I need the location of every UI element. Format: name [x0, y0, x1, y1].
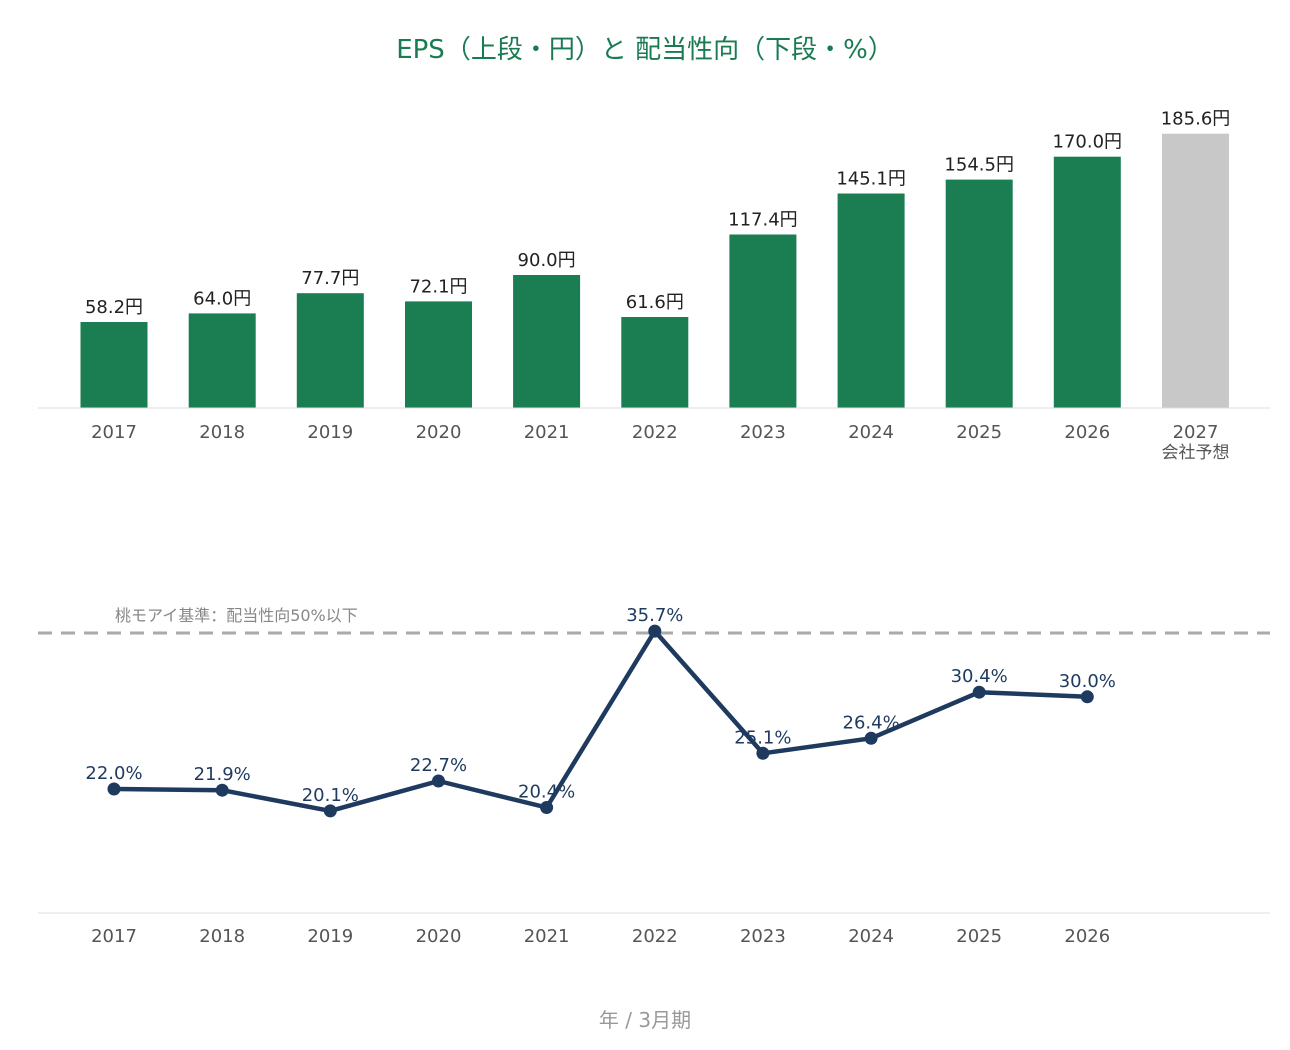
eps-bar-2017 — [80, 322, 148, 408]
eps-bar-2027 — [1162, 133, 1229, 408]
payout-point-2024 — [864, 731, 878, 745]
eps-bar-2018 — [188, 313, 256, 408]
eps-tick-2020: 2020 — [416, 422, 462, 443]
eps-value-label-2021: 90.0円 — [518, 250, 576, 271]
payout-point-2025 — [972, 685, 986, 699]
payout-x-axis: 2017 2018 2019 2020 2021 2022 2023 2024 2025 2026 — [91, 926, 1110, 947]
payout-point-2022 — [648, 624, 662, 638]
eps-tick-2026: 2026 — [1064, 422, 1110, 443]
eps-bar-2021 — [513, 275, 581, 408]
payout-tick-2024: 2024 — [848, 926, 894, 947]
eps-bar-2024 — [837, 193, 905, 408]
eps-bar-2025 — [945, 179, 1013, 408]
eps-value-label-2022: 61.6円 — [626, 292, 684, 313]
eps-bar-2023 — [729, 234, 797, 408]
payout-value-label-2023: 25.1% — [734, 727, 791, 748]
payout-tick-2025: 2025 — [956, 926, 1002, 947]
payout-value-label-2022: 35.7% — [626, 605, 683, 626]
payout-tick-2017: 2017 — [91, 926, 137, 947]
payout-tick-2020: 2020 — [416, 926, 462, 947]
eps-tick-sublabel-2027: 会社予想 — [1162, 443, 1230, 463]
payout-tick-2026: 2026 — [1064, 926, 1110, 947]
eps-tick-2025: 2025 — [956, 422, 1002, 443]
eps-value-label-2019: 77.7円 — [301, 268, 359, 289]
payout-point-2020 — [432, 774, 445, 788]
eps-x-axis: 2017 2018 2019 2020 2021 2022 2023 2024 2025 2026… — [91, 422, 1229, 463]
payout-value-label-2020: 22.7% — [410, 755, 467, 776]
eps-tick-2021: 2021 — [524, 422, 570, 443]
eps-bar-2026 — [1053, 156, 1121, 408]
payout-point-2018 — [215, 783, 229, 797]
eps-tick-2018: 2018 — [199, 422, 245, 443]
payout-value-label-2019: 20.1% — [302, 785, 359, 806]
payout-tick-2023: 2023 — [740, 926, 786, 947]
eps-tick-2024: 2024 — [848, 422, 894, 443]
payout-value-label-2021: 20.4% — [518, 782, 575, 803]
eps-value-label-2026: 170.0円 — [1053, 132, 1123, 153]
payout-series-line — [113, 628, 1088, 814]
payout-point-2026 — [1080, 690, 1094, 704]
chart-title: EPS（上段・円）と 配当性向（下段・%） — [396, 35, 894, 65]
payout-value-label-2025: 30.4% — [951, 666, 1008, 687]
payout-tick-2022: 2022 — [632, 926, 678, 947]
eps-value-label-2023: 117.4円 — [728, 210, 798, 231]
eps-value-label-2018: 64.0円 — [193, 288, 251, 309]
payout-threshold-label: 桃モアイ基準：配当性向50%以下 — [115, 606, 358, 625]
eps-tick-2027: 2027 — [1173, 422, 1219, 443]
payout-tick-2021: 2021 — [524, 926, 570, 947]
payout-point-2019 — [323, 804, 337, 818]
eps-value-label-2024: 145.1円 — [836, 169, 906, 190]
eps-value-label-2025: 154.5円 — [944, 155, 1014, 176]
eps-value-label-2027: 185.6円 — [1161, 109, 1231, 130]
x-axis-title: 年 / 3月期 — [599, 1008, 691, 1032]
eps-tick-2023: 2023 — [740, 422, 786, 443]
eps-value-label-2020: 72.1円 — [409, 276, 467, 297]
eps-bar-group: 58.2円 64.0円 77.7円 72.1円 90.0円 61.6円 117.4円 145.… — [80, 109, 1231, 408]
payout-line-group: 22.0% 21.9% 20.1% 22.7% 20.4% 35.7% 25.1% 26.4%… — [85, 605, 1116, 818]
eps-value-label-2017: 58.2円 — [85, 297, 143, 318]
eps-bar-2022 — [621, 317, 689, 408]
eps-tick-2017: 2017 — [91, 422, 137, 443]
payout-tick-2018: 2018 — [199, 926, 245, 947]
eps-bar-2020 — [405, 301, 472, 408]
payout-point-2023 — [756, 746, 770, 760]
payout-value-label-2026: 30.0% — [1059, 671, 1116, 692]
payout-tick-2019: 2019 — [307, 926, 353, 947]
payout-point-2017 — [107, 782, 121, 796]
payout-value-label-2018: 21.9% — [194, 764, 251, 785]
eps-bar-2019 — [296, 293, 364, 408]
payout-point-2021 — [540, 801, 554, 814]
eps-tick-2022: 2022 — [632, 422, 678, 443]
payout-value-label-2024: 26.4% — [843, 712, 900, 733]
eps-tick-2019: 2019 — [307, 422, 353, 443]
payout-value-label-2017: 22.0% — [85, 763, 142, 784]
